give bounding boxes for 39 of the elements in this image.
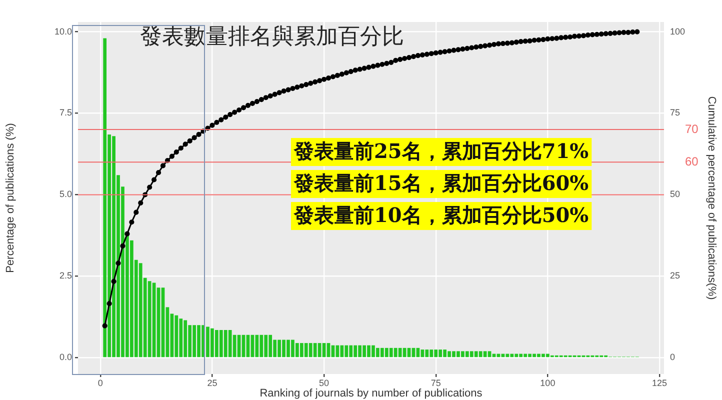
x-tick-label: 125 [652,378,668,388]
bar [398,348,402,358]
y2-axis-title: Cumulative percentage of publications(%) [705,96,718,300]
bar [174,315,178,358]
bar [510,354,514,358]
bar [148,281,152,358]
x-axis-title: Ranking of journals by number of publications [260,387,483,400]
bar [103,38,107,358]
bar [313,343,317,358]
y-tick-label: 2.5 [59,270,72,281]
bar [483,351,487,358]
y2-tick-label: 100 [670,26,686,36]
annotation: 發表量前10名，累加百分比50% [292,203,589,228]
ref-line-label: 70 [685,122,699,136]
bar [152,282,156,358]
bar [488,351,492,358]
y-tick-label: 10.0 [54,26,72,36]
y2-tick-label: 75 [670,108,680,118]
x-tick-label: 100 [540,378,556,388]
x-tick-label: 25 [207,378,218,388]
y-tick-label: 7.5 [59,108,72,118]
annotation: 發表量前25名，累加百分比71% [292,139,589,164]
bar [478,351,482,358]
x-tick-label: 75 [430,378,441,388]
y-tick-label: 0.0 [59,352,72,362]
bar [228,330,232,358]
y2-tick-label: 25 [670,270,680,281]
y2-tick-label: 50 [670,189,680,200]
bar [260,334,264,358]
bar [425,350,429,358]
bar [340,345,344,358]
y2-tick-label: 0 [670,352,676,362]
chart-title: 發表數量排名與累加百分比 [140,24,404,50]
x-tick-label: 50 [319,378,330,388]
annotation: 發表量前15名，累加百分比60% [292,171,589,196]
ref-line-label: 60 [685,154,699,168]
x-tick-label: 0 [98,378,103,388]
y-axis-title: Percentage of publications (%) [4,123,17,273]
y-tick-label: 5.0 [59,189,72,200]
